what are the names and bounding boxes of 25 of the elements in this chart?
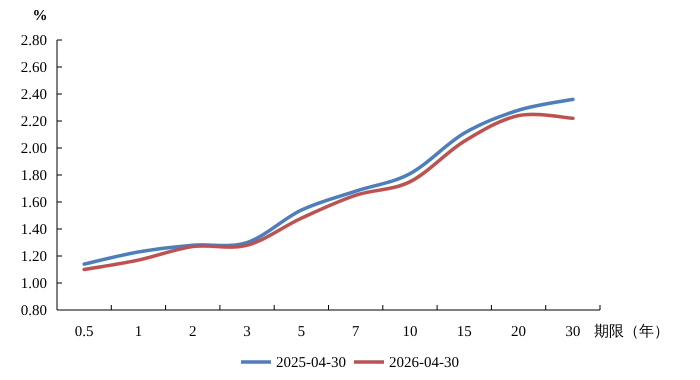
y-tick-label: 1.00 — [20, 276, 47, 292]
y-tick-label: 2.60 — [20, 60, 47, 76]
x-tick-label: 30 — [565, 324, 580, 340]
x-tick-label: 5 — [298, 324, 306, 340]
y-tick-label: 2.40 — [20, 87, 47, 103]
x-tick-label: 20 — [511, 324, 526, 340]
y-tick-label: 2.20 — [20, 114, 47, 130]
y-axis-title: % — [32, 8, 48, 24]
x-axis-title: 期限（年） — [594, 323, 669, 340]
y-tick-label: 1.60 — [20, 195, 47, 211]
x-tick-label: 0.5 — [74, 324, 94, 340]
x-tick-label: 10 — [402, 324, 418, 340]
y-tick-label: 2.00 — [20, 141, 47, 157]
x-tick-label: 3 — [243, 324, 251, 340]
y-tick-label: 1.80 — [20, 168, 47, 184]
x-tick-label: 2 — [189, 324, 196, 340]
x-tick-label: 7 — [352, 324, 360, 340]
y-tick-label: 0.80 — [20, 303, 47, 319]
x-tick-label: 15 — [456, 324, 472, 340]
x-tick-label: 1 — [134, 324, 142, 340]
legend-label: 2026-04-30 — [389, 355, 459, 371]
y-tick-label: 2.80 — [20, 33, 47, 49]
y-tick-label: 1.20 — [20, 249, 47, 265]
y-tick-label: 1.40 — [20, 222, 47, 238]
legend-label: 2025-04-30 — [276, 355, 346, 371]
